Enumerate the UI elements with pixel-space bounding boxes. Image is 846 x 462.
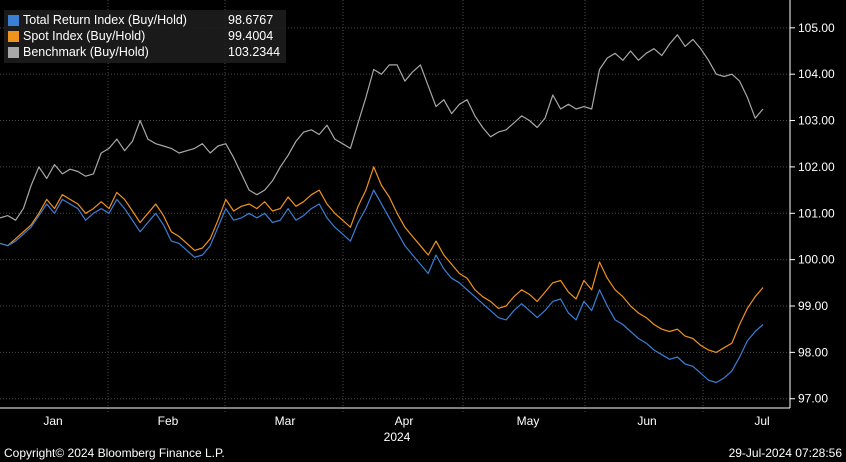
y-tick-label: 103.00 bbox=[798, 114, 835, 128]
y-tick-label: 97.00 bbox=[798, 392, 828, 406]
legend-swatch bbox=[8, 46, 19, 58]
legend-label: Spot Index (Buy/Hold) bbox=[23, 29, 146, 43]
y-tick-label: 100.00 bbox=[798, 253, 835, 267]
legend-swatch bbox=[8, 30, 19, 42]
x-tick-label: Jul bbox=[754, 414, 769, 428]
y-tick-label: 105.00 bbox=[798, 21, 835, 35]
timestamp-text: 29-Jul-2024 07:28:56 bbox=[728, 446, 842, 460]
series-line-spot-index-buy-hold bbox=[0, 166, 764, 353]
legend-label: Benchmark (Buy/Hold) bbox=[23, 45, 149, 59]
y-tick-label: 102.00 bbox=[798, 160, 835, 174]
legend-item-total-return[interactable]: Total Return Index (Buy/Hold) 98.6767 bbox=[8, 12, 280, 28]
axes bbox=[0, 0, 791, 409]
legend-value: 98.6767 bbox=[228, 13, 274, 27]
y-tick-label: 101.00 bbox=[798, 206, 835, 220]
y-tick-labels: 97.00 98.00 99.00 100.00 101.00 102.00 103.00 1… bbox=[798, 21, 835, 406]
series-line-total-return-index-buy-hold bbox=[0, 189, 764, 384]
x-tick-label: Mar bbox=[275, 414, 296, 428]
y-tick-label: 104.00 bbox=[798, 67, 835, 81]
x-tick-label: Feb bbox=[158, 414, 179, 428]
y-tick-label: 98.00 bbox=[798, 345, 828, 359]
copyright-text: Copyright© 2024 Bloomberg Finance L.P. bbox=[4, 446, 225, 460]
x-tick-label: Jan bbox=[43, 414, 62, 428]
series-line-benchmark-buy-hold bbox=[0, 34, 764, 221]
x-tick-label: May bbox=[517, 414, 540, 428]
x-tick-label: Apr bbox=[395, 414, 414, 428]
legend-item-benchmark[interactable]: Benchmark (Buy/Hold) 103.2344 bbox=[8, 44, 280, 60]
y-tick-label: 99.00 bbox=[798, 299, 828, 313]
x-tick-label: Jun bbox=[637, 414, 656, 428]
x-year-label: 2024 bbox=[384, 430, 411, 444]
legend-label: Total Return Index (Buy/Hold) bbox=[23, 13, 187, 27]
legend-item-spot[interactable]: Spot Index (Buy/Hold) 99.4004 bbox=[8, 28, 280, 44]
legend-value: 103.2344 bbox=[228, 45, 281, 59]
legend: Total Return Index (Buy/Hold) 98.6767 Sp… bbox=[4, 10, 287, 63]
series-lines bbox=[0, 34, 764, 384]
x-tick-labels: Jan Feb Mar Apr May Jun Jul bbox=[43, 414, 769, 428]
grid-lines bbox=[0, 0, 795, 414]
legend-value: 99.4004 bbox=[228, 29, 274, 43]
legend-swatch bbox=[8, 14, 19, 26]
